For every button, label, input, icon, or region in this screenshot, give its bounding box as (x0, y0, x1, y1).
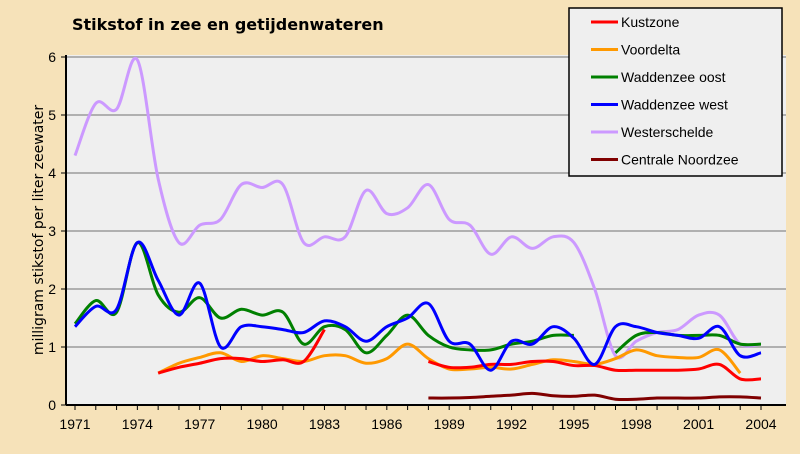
series-voordelta (157, 342, 742, 375)
x-tick-label: 1986 (371, 416, 402, 432)
x-tick-label: 2001 (683, 416, 714, 432)
x-tick-label: 1989 (434, 416, 465, 432)
series-line-waddenzee-oost (614, 330, 762, 354)
y-tick-label: 5 (48, 107, 56, 123)
series-line-waddenzee-west (73, 240, 762, 372)
chart-title: Stikstof in zee en getijdenwateren (72, 15, 384, 34)
x-tick-label: 1980 (247, 416, 278, 432)
x-tick-label: 1974 (122, 416, 153, 432)
y-tick-label: 3 (48, 223, 56, 239)
legend-label: Westerschelde (621, 124, 714, 140)
series-line-voordelta (157, 342, 742, 375)
series-line-waddenzee-oost (73, 241, 574, 355)
legend-label: Voordelta (621, 42, 680, 58)
x-tick-label: 1998 (621, 416, 652, 432)
y-tick-label: 0 (48, 397, 56, 413)
x-tick-label: 1977 (184, 416, 215, 432)
x-tick-label: 1992 (496, 416, 527, 432)
series-waddenzee-west (73, 240, 762, 372)
series-line-kustzone (157, 328, 326, 375)
legend-box (568, 7, 783, 177)
series-westerschelde (73, 56, 762, 360)
legend-label: Waddenzee oost (621, 69, 726, 85)
y-tick-label: 6 (48, 49, 56, 65)
x-tick-label: 1971 (59, 416, 90, 432)
x-tick-label: 1995 (558, 416, 589, 432)
series-waddenzee-oost (73, 241, 762, 355)
legend: Kustzone Voordelta Waddenzee oost Waddenzee… (568, 7, 783, 177)
legend-label: Waddenzee west (621, 97, 728, 113)
legend-label: Centrale Noordzee (621, 152, 739, 168)
y-tick-label: 4 (48, 165, 56, 181)
series-line-westerschelde (73, 56, 762, 360)
series-centrale-noordzee (428, 391, 762, 402)
y-tick-label: 2 (48, 281, 56, 297)
series-line-centrale-noordzee (428, 391, 762, 402)
y-axis-label: milligram stikstof per liter zeewater (31, 105, 47, 356)
x-tick-label: 2004 (745, 416, 776, 432)
legend-label: Kustzone (621, 14, 680, 30)
y-tick-label: 1 (48, 339, 56, 355)
x-tick-label: 1983 (309, 416, 340, 432)
